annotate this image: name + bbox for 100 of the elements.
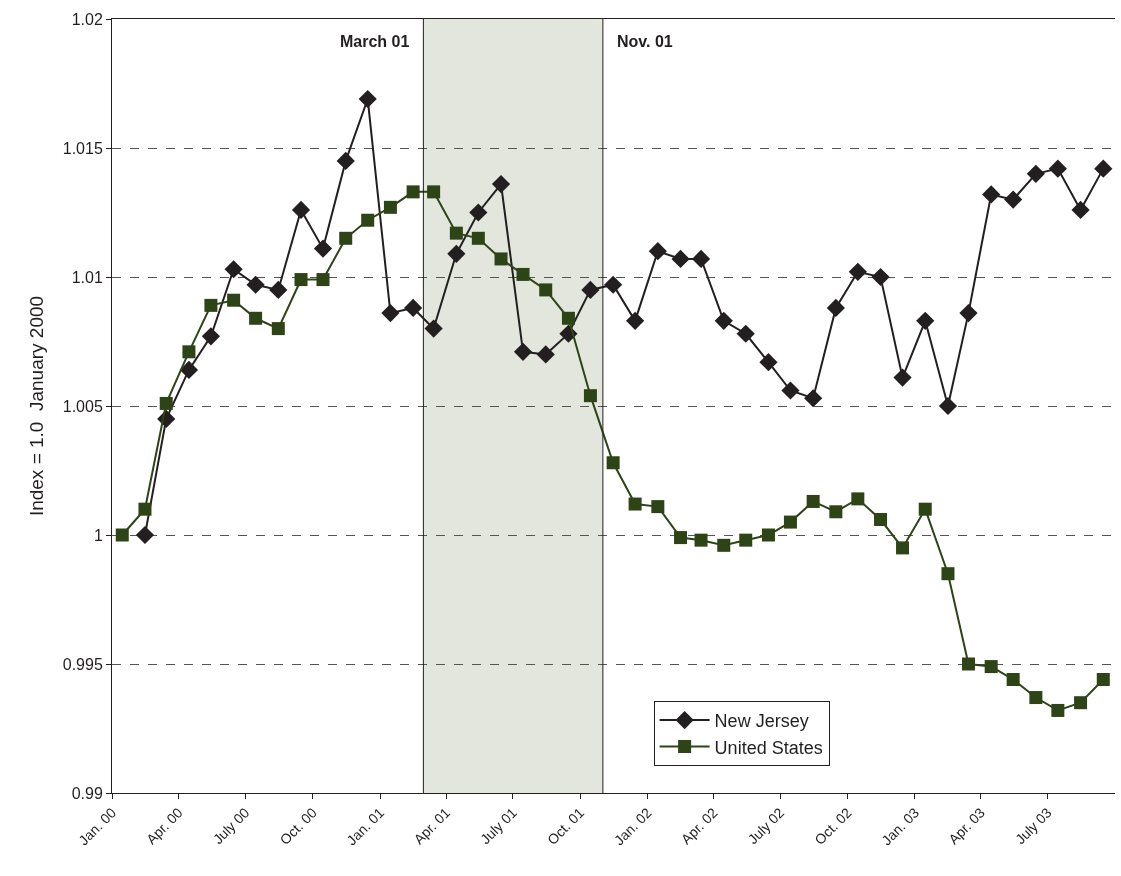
y-tick-label: 1.015 bbox=[62, 139, 103, 157]
point bbox=[671, 249, 690, 269]
point bbox=[182, 345, 196, 359]
x-tick-label: July 03 bbox=[1011, 804, 1055, 848]
point bbox=[714, 311, 733, 330]
point bbox=[982, 185, 1001, 204]
point bbox=[204, 298, 218, 312]
point bbox=[896, 541, 910, 555]
y-tick-label: 0.99 bbox=[71, 784, 103, 802]
x-tick-label: Apr. 01 bbox=[410, 804, 454, 848]
y-tick-label: 1 bbox=[93, 526, 103, 544]
point bbox=[583, 389, 597, 403]
point bbox=[249, 311, 263, 325]
point bbox=[651, 500, 665, 514]
point bbox=[536, 345, 555, 364]
point bbox=[135, 525, 155, 545]
point bbox=[628, 497, 642, 511]
point bbox=[115, 528, 129, 542]
point bbox=[938, 396, 958, 416]
point bbox=[336, 151, 355, 170]
x-tick-label: Oct. 01 bbox=[544, 804, 588, 848]
x-tick-label: Jan. 00 bbox=[75, 804, 120, 849]
point bbox=[604, 275, 623, 294]
point bbox=[806, 494, 820, 508]
point bbox=[179, 360, 199, 379]
point bbox=[829, 505, 843, 519]
point bbox=[916, 311, 935, 330]
point bbox=[358, 89, 377, 109]
point bbox=[513, 342, 533, 361]
x-tick-label: Apr. 02 bbox=[677, 804, 721, 848]
point bbox=[494, 252, 508, 266]
point bbox=[316, 273, 330, 287]
point bbox=[1071, 200, 1090, 220]
x-tick-label: Jan. 02 bbox=[610, 804, 655, 849]
x-tick-label: July 00 bbox=[209, 804, 253, 848]
point bbox=[561, 311, 575, 325]
point bbox=[1051, 703, 1065, 717]
point bbox=[961, 657, 975, 671]
point bbox=[424, 319, 443, 338]
point bbox=[918, 502, 932, 516]
point bbox=[1026, 164, 1045, 183]
ref-line-label: Nov. 01 bbox=[617, 33, 673, 50]
point bbox=[269, 280, 288, 299]
ref-line-label: March 01 bbox=[340, 33, 410, 50]
legend-label: United States bbox=[714, 737, 823, 758]
point bbox=[826, 298, 845, 318]
point bbox=[874, 513, 888, 527]
point bbox=[804, 389, 823, 408]
point bbox=[1006, 672, 1020, 686]
y-tick-label: 1.01 bbox=[71, 268, 103, 286]
point bbox=[783, 515, 797, 529]
y-axis-title: Index = 1.0 January 2000 bbox=[25, 295, 47, 517]
legend-label: New Jersey bbox=[714, 711, 809, 732]
point bbox=[469, 203, 488, 222]
point bbox=[761, 528, 775, 542]
point bbox=[674, 531, 688, 545]
point bbox=[271, 322, 285, 336]
point bbox=[851, 492, 865, 506]
point bbox=[626, 311, 645, 330]
point bbox=[449, 226, 463, 240]
x-tick-label: Jan. 03 bbox=[878, 804, 923, 849]
y-tick-label: 1.02 bbox=[71, 10, 103, 28]
point bbox=[246, 275, 265, 294]
point bbox=[339, 231, 353, 245]
point bbox=[941, 567, 955, 581]
x-tick-label: July 02 bbox=[744, 804, 788, 848]
point bbox=[691, 249, 711, 269]
point bbox=[227, 293, 241, 307]
point bbox=[893, 368, 912, 387]
point bbox=[1094, 159, 1113, 178]
point bbox=[759, 353, 778, 372]
point bbox=[291, 200, 311, 220]
point bbox=[471, 231, 485, 245]
point bbox=[1029, 691, 1043, 705]
x-tick-label: Jan. 01 bbox=[343, 804, 388, 849]
point bbox=[781, 381, 800, 400]
point bbox=[694, 533, 708, 547]
point bbox=[984, 660, 998, 674]
y-tick-label: 1.005 bbox=[62, 397, 103, 415]
point bbox=[294, 273, 308, 287]
point bbox=[201, 327, 221, 346]
x-tick-label: Oct. 00 bbox=[276, 804, 320, 848]
point bbox=[1004, 190, 1023, 209]
point bbox=[1096, 672, 1110, 686]
point bbox=[427, 185, 441, 199]
point bbox=[138, 502, 152, 516]
point bbox=[871, 267, 890, 287]
point bbox=[447, 244, 466, 263]
point bbox=[383, 200, 397, 214]
point bbox=[406, 185, 420, 199]
x-tick-label: Apr. 03 bbox=[945, 804, 989, 848]
point bbox=[606, 456, 620, 470]
point bbox=[736, 324, 755, 343]
point bbox=[516, 267, 530, 281]
x-tick-label: July 01 bbox=[477, 804, 520, 848]
point bbox=[1074, 696, 1088, 710]
point bbox=[648, 242, 667, 261]
point bbox=[159, 396, 173, 410]
y-tick-label: 0.995 bbox=[62, 655, 103, 673]
point bbox=[224, 260, 243, 279]
